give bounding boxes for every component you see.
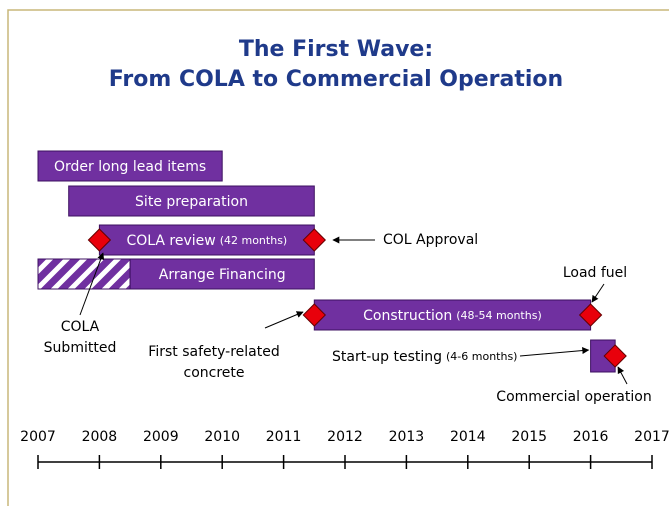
slide-border (7, 9, 669, 506)
x-tick-label: 2016 (573, 429, 609, 445)
x-tick-label: 2013 (389, 429, 425, 445)
milestone-label: COLA (61, 319, 100, 335)
x-tick-label: 2009 (143, 429, 179, 445)
milestone-label: Commercial operation (496, 389, 651, 405)
task-name: Start-up testing (332, 349, 442, 365)
x-tick-label: 2011 (266, 429, 302, 445)
task-name: Construction (363, 308, 452, 324)
milestone (603, 344, 627, 368)
task-name: Arrange Financing (159, 267, 286, 283)
x-tick-label: 2007 (20, 429, 56, 445)
title-line: The First Wave: (239, 37, 433, 62)
x-tick-label: 2015 (511, 429, 547, 445)
label-arrow (591, 283, 605, 303)
milestone (302, 228, 327, 252)
milestone-label: First safety-related (148, 344, 279, 360)
x-tick-label: 2014 (450, 429, 486, 445)
x-tick-label: 2012 (327, 429, 363, 445)
milestone (578, 303, 603, 327)
task-name: Site preparation (135, 194, 248, 210)
milestone-label: Load fuel (563, 265, 627, 281)
task-name: COLA review (126, 233, 215, 249)
task-note: (4-6 months) (446, 350, 517, 363)
label-arrow (519, 347, 590, 357)
x-tick-label: 2010 (204, 429, 240, 445)
task-name: Order long lead items (54, 159, 206, 175)
label-arrow (79, 252, 105, 316)
task-label: Start-up testing (4-6 months) (332, 349, 517, 365)
milestone-label: Submitted (44, 340, 117, 356)
x-tick-label: 2008 (82, 429, 118, 445)
task-bar-hatched (37, 258, 131, 290)
milestone-label: COL Approval (383, 232, 478, 248)
milestone (87, 228, 112, 252)
label-arrow (617, 366, 628, 385)
label-arrow (264, 311, 304, 329)
task-note: (48-54 months) (456, 309, 541, 322)
task-label: Order long lead items (54, 159, 206, 175)
task-bar (37, 150, 223, 182)
task-bar (313, 299, 592, 331)
task-label: Construction (48-54 months) (363, 308, 542, 324)
task-label: Site preparation (135, 194, 248, 210)
x-tick-label: 2017 (634, 429, 669, 445)
task-label: COLA review (42 months) (126, 233, 287, 249)
task-label: Arrange Financing (159, 267, 286, 283)
milestone-label: concrete (184, 365, 245, 381)
task-bar (68, 185, 315, 217)
milestone (302, 303, 327, 327)
title-line: From COLA to Commercial Operation (109, 67, 563, 92)
task-bar (129, 258, 315, 290)
task-note: (42 months) (220, 234, 288, 247)
